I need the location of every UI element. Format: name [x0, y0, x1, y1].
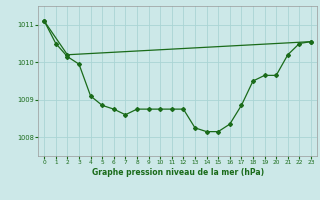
X-axis label: Graphe pression niveau de la mer (hPa): Graphe pression niveau de la mer (hPa)	[92, 168, 264, 177]
